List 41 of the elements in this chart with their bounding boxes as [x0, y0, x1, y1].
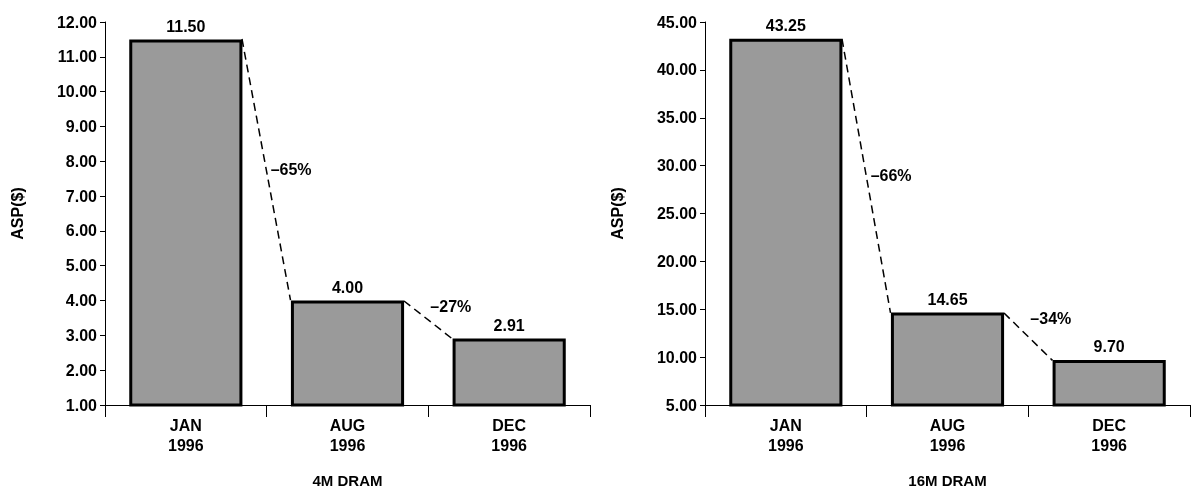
y-tick-label: 12.00 — [56, 13, 98, 31]
y-tick-label: 8.00 — [65, 152, 98, 170]
y-tick-label: 11.00 — [57, 48, 98, 66]
x-tick-label: JAN 1996 — [768, 416, 804, 454]
y-axis-title: ASP($) — [608, 187, 626, 240]
annotation: –66% — [870, 166, 912, 185]
y-tick-label: 45.00 — [656, 13, 698, 31]
data-label: 11.50 — [166, 17, 206, 35]
y-tick-label: 40.00 — [656, 61, 698, 79]
annotation: –27% — [430, 297, 472, 316]
x-tick-label: DEC 1996 — [1091, 416, 1128, 454]
y-axis-title: ASP($) — [8, 187, 26, 240]
y-tick-label: 9.00 — [65, 117, 98, 135]
y-tick-label: 6.00 — [65, 222, 98, 240]
y-tick-label: 10.00 — [56, 83, 98, 101]
x-tick-label: AUG 1996 — [929, 416, 966, 454]
y-tick-label: 1.00 — [65, 396, 98, 414]
y-tick-label: 7.00 — [65, 187, 98, 205]
data-label: 9.70 — [1093, 338, 1125, 356]
y-tick-label: 10.00 — [656, 348, 698, 366]
data-label: 4.00 — [331, 279, 364, 297]
y-tick-label: 20.00 — [656, 252, 698, 270]
data-label: 2.91 — [493, 317, 525, 334]
x-tick-label: DEC 1996 — [491, 416, 528, 454]
x-tick-label: AUG 1996 — [329, 416, 366, 454]
annotation: –34% — [1030, 309, 1072, 328]
x-axis-title: 4M DRAM — [312, 472, 383, 489]
x-axis-title: 16M DRAM — [908, 472, 987, 489]
data-label: 43.25 — [765, 17, 806, 35]
y-tick-label: 15.00 — [656, 300, 698, 318]
y-tick-label: 30.00 — [656, 157, 698, 175]
x-tick-label: JAN 1996 — [168, 416, 204, 454]
y-tick-label: 25.00 — [656, 205, 698, 222]
annotation: –65% — [270, 160, 312, 179]
data-label: 14.65 — [927, 291, 968, 309]
y-tick-label: 35.00 — [656, 109, 698, 127]
y-tick-label: 3.00 — [65, 326, 98, 344]
y-tick-label: 4.00 — [65, 292, 98, 310]
y-tick-label: 2.00 — [65, 361, 98, 379]
y-tick-label: 5.00 — [665, 396, 698, 414]
y-tick-label: 5.00 — [65, 257, 98, 275]
